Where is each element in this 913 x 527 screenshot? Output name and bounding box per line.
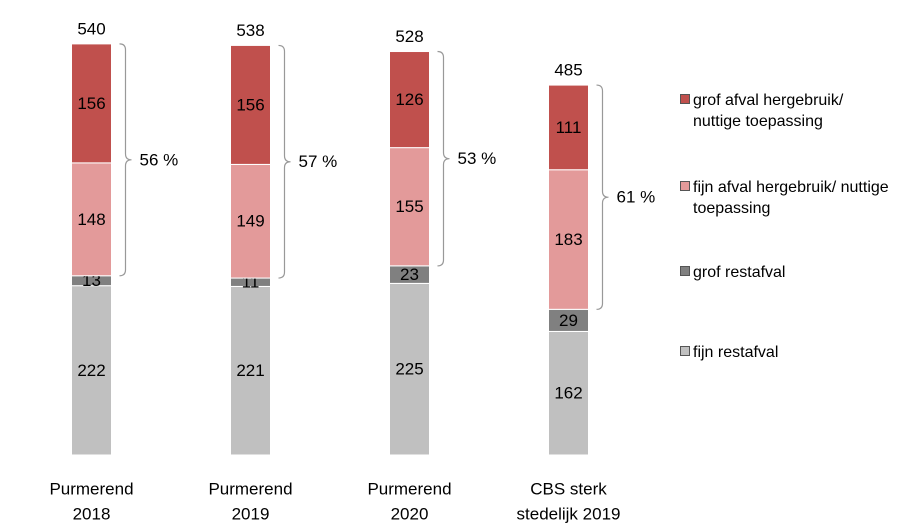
legend-swatch xyxy=(680,266,690,276)
x-tick-label: Purmerend xyxy=(367,479,451,498)
data-label: 23 xyxy=(400,265,419,284)
legend-label: grof afval hergebruik/ nuttige toepassin… xyxy=(693,92,844,130)
legend-label: grof restafval xyxy=(693,264,786,281)
bracket xyxy=(596,84,609,310)
bar-segment xyxy=(71,43,112,164)
percentage-label: 61 % xyxy=(617,188,656,207)
bracket xyxy=(119,43,132,277)
x-tick-label: 2018 xyxy=(73,504,111,523)
percentage-label: 56 % xyxy=(140,150,179,169)
data-label: 222 xyxy=(77,361,105,380)
x-tick-label: stedelijk 2019 xyxy=(517,504,621,523)
percentage-label: 57 % xyxy=(299,152,338,171)
bracket xyxy=(437,50,450,267)
legend-swatch xyxy=(680,346,690,356)
bar-segment xyxy=(548,84,589,171)
percentage-label: 53 % xyxy=(458,149,497,168)
data-label: 221 xyxy=(236,361,264,380)
legend-label: fijn afval hergebruik/ nuttige toepassin… xyxy=(693,179,889,217)
data-label: 111 xyxy=(556,118,582,137)
data-label: 126 xyxy=(395,90,423,109)
legend-swatch xyxy=(680,181,690,191)
x-tick-label: Purmerend xyxy=(49,479,133,498)
legend-swatch xyxy=(680,94,690,104)
data-label: 29 xyxy=(559,311,578,330)
data-label: 156 xyxy=(236,95,264,114)
bracket xyxy=(278,44,291,279)
bar-segment xyxy=(389,282,430,456)
legend-label: fijn restafval xyxy=(693,344,779,361)
data-label: 156 xyxy=(77,94,105,113)
x-tick-label: CBS sterk xyxy=(530,479,607,498)
total-label: 538 xyxy=(236,21,264,40)
data-label: 162 xyxy=(554,384,582,403)
bar-segment xyxy=(230,285,271,456)
x-tick-label: 2020 xyxy=(391,504,429,523)
total-label: 528 xyxy=(395,27,423,46)
bar-segment xyxy=(230,44,271,165)
bar-segment xyxy=(230,163,271,279)
bar-segment xyxy=(71,285,112,456)
bar-segment xyxy=(548,330,589,456)
bar-segment xyxy=(71,162,112,277)
bar-segment xyxy=(389,51,430,149)
data-label: 155 xyxy=(395,197,423,216)
data-label: 183 xyxy=(554,230,582,249)
x-tick-label: 2019 xyxy=(232,504,270,523)
data-label: 225 xyxy=(395,360,423,379)
x-tick-label: Purmerend xyxy=(208,479,292,498)
total-label: 540 xyxy=(77,19,105,38)
total-label: 485 xyxy=(554,61,582,80)
data-label: 148 xyxy=(77,210,105,229)
data-label: 149 xyxy=(236,212,264,231)
